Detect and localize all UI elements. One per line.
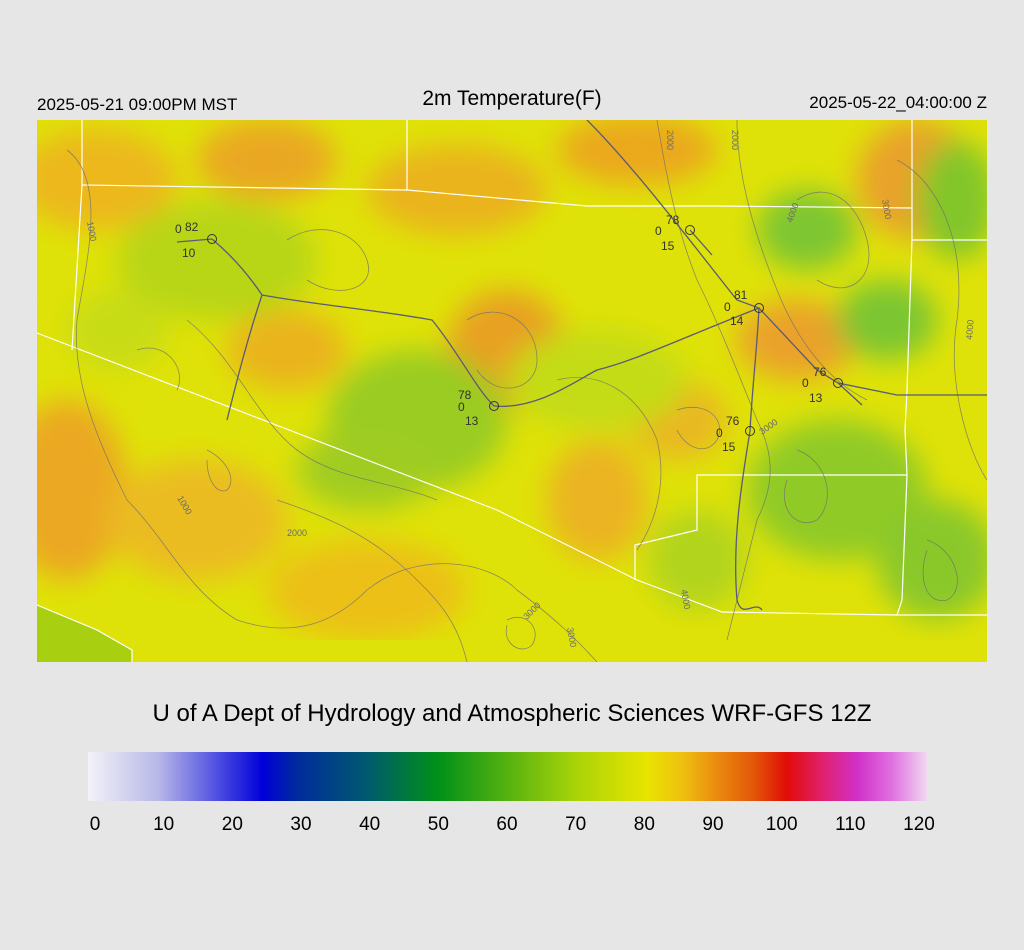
color-scale-bar xyxy=(88,752,927,801)
color-scale-tick: 20 xyxy=(221,814,243,835)
color-scale-tick: 100 xyxy=(765,814,798,835)
station-plot: 81 0 14 xyxy=(724,288,764,328)
station-plot: 78 0 13 xyxy=(458,388,499,428)
contour-label: 2000 xyxy=(287,528,307,538)
contour-label: 3000 xyxy=(880,199,893,220)
station-dewpoint: 15 xyxy=(722,440,736,454)
temperature-shading xyxy=(37,120,987,640)
station-dewpoint: 10 xyxy=(182,246,196,260)
station-temp: 76 xyxy=(813,365,827,379)
color-scale-tick: 50 xyxy=(427,814,449,835)
station-dewpoint: 13 xyxy=(809,391,823,405)
station-dewpoint: 15 xyxy=(661,239,675,253)
station-calm: 0 xyxy=(802,376,809,390)
contour-label: 2000 xyxy=(665,130,675,150)
station-calm: 0 xyxy=(458,400,465,414)
page-title: 2m Temperature(F) xyxy=(422,87,602,110)
contour-label: 1000 xyxy=(85,221,98,242)
station-dewpoint: 14 xyxy=(730,314,744,328)
station-calm: 0 xyxy=(655,224,662,238)
credit-line: U of A Dept of Hydrology and Atmospheric… xyxy=(152,700,872,727)
station-temp: 81 xyxy=(734,288,748,302)
color-scale-gradient xyxy=(88,752,927,801)
color-scale-tick: 90 xyxy=(702,814,724,835)
station-calm: 0 xyxy=(716,426,723,440)
station-dewpoint: 13 xyxy=(465,414,479,428)
station-plots: 0 82 10 78 0 15 81 0 14 78 0 13 xyxy=(175,213,843,454)
color-scale-tick: 80 xyxy=(633,814,655,835)
corner-region xyxy=(37,605,132,662)
color-scale-tick: 0 xyxy=(89,814,101,835)
color-scale-tick: 30 xyxy=(290,814,312,835)
contour-label: 2000 xyxy=(730,130,740,150)
elevation-contours xyxy=(66,120,987,662)
roads xyxy=(176,120,987,611)
station-temp: 78 xyxy=(666,213,680,227)
station-plot: 78 0 15 xyxy=(655,213,695,253)
color-scale-tick: 10 xyxy=(153,814,175,835)
station-calm: 0 xyxy=(175,222,182,236)
boundaries xyxy=(37,120,987,662)
contour-label: 3000 xyxy=(565,627,578,648)
station-temp: 78 xyxy=(458,388,472,402)
contour-label: 4000 xyxy=(679,589,692,610)
color-scale-tick: 110 xyxy=(835,814,866,835)
contour-label: 4000 xyxy=(964,319,976,340)
utc-time: 2025-05-22_04:00:00 Z xyxy=(809,93,987,112)
station-temp: 82 xyxy=(185,220,199,234)
color-scale-tick: 60 xyxy=(496,814,518,835)
station-plot: 76 0 15 xyxy=(716,414,755,454)
color-scale-tick: 70 xyxy=(565,814,587,835)
color-scale-tick: 120 xyxy=(903,814,935,835)
station-calm: 0 xyxy=(724,300,731,314)
color-scale-tick: 40 xyxy=(359,814,381,835)
station-temp: 76 xyxy=(726,414,740,428)
station-plot: 0 82 10 xyxy=(175,220,217,260)
temperature-map: 1000 1000 2000 2000 2000 3000 3000 3000 … xyxy=(37,120,987,662)
local-time: 2025-05-21 09:00PM MST xyxy=(37,95,238,114)
station-plot: 76 0 13 xyxy=(802,365,843,405)
